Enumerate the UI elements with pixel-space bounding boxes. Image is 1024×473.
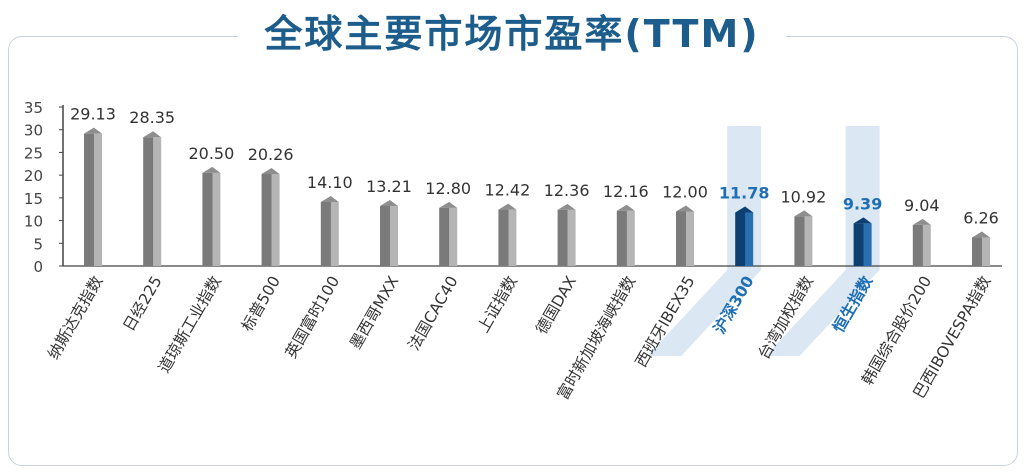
category-label: 英国富时100 (282, 273, 343, 361)
bar-cap (261, 167, 280, 174)
title-area: 全球主要市场市盈率(TTM) (0, 0, 1024, 62)
bar-value-label: 10.92 (780, 187, 826, 206)
bar (498, 209, 517, 266)
bar-value-label: 14.10 (307, 173, 353, 192)
bar-cap (143, 131, 162, 138)
bar-cap (794, 210, 813, 217)
y-tick-label: 0 (33, 258, 43, 276)
y-tick-label: 25 (24, 144, 43, 162)
bar (557, 209, 576, 266)
bar (676, 211, 694, 266)
category-label: 德国DAX (533, 273, 581, 338)
highlight-label-band (647, 270, 762, 356)
bar (616, 210, 635, 266)
bar-cap (853, 217, 872, 224)
bar-cap (320, 195, 339, 202)
bar-value-label: 12.36 (544, 181, 590, 200)
bar-cap (972, 231, 990, 238)
bar-value-label: 13.21 (366, 177, 412, 196)
bar (84, 133, 102, 266)
bar-cap (735, 206, 754, 213)
bar-cap (912, 218, 931, 225)
bar-cap (439, 201, 458, 208)
bar-value-label: 9.04 (904, 196, 940, 215)
y-tick-label: 10 (24, 213, 43, 231)
bar-cap (380, 199, 398, 206)
bar (320, 201, 339, 266)
category-label: 法国CAC40 (405, 273, 462, 354)
bar-cap (202, 166, 221, 173)
category-label: 纳斯达克指数 (44, 273, 106, 363)
bar-cap (557, 203, 576, 210)
bar (439, 207, 458, 266)
bar (380, 205, 398, 266)
bar (794, 216, 813, 266)
bar-value-label: 12.42 (484, 181, 530, 200)
bar (261, 173, 280, 266)
bar-value-label: 9.39 (843, 194, 882, 213)
category-label: 上证指数 (474, 273, 521, 336)
category-label: 道琼斯工业指数 (155, 273, 225, 376)
category-label: 标普500 (238, 273, 284, 334)
bar-value-label: 20.50 (188, 144, 234, 163)
bar-value-label: 12.80 (425, 179, 471, 198)
bar-cap (676, 205, 694, 212)
bar-value-label: 28.35 (129, 108, 175, 127)
bar-cap (84, 127, 102, 134)
bar-cap (498, 203, 517, 210)
bar-cap (616, 204, 635, 211)
bar (972, 237, 990, 266)
bar (202, 172, 221, 266)
y-tick-label: 15 (24, 190, 43, 208)
bar-value-label: 6.26 (963, 209, 999, 228)
y-tick-label: 20 (24, 167, 43, 185)
highlight-label-band (765, 270, 880, 356)
y-tick-label: 35 (24, 99, 43, 117)
y-tick-label: 30 (24, 122, 43, 140)
bar (912, 224, 931, 266)
bar (853, 223, 872, 266)
category-label: 日经225 (120, 273, 166, 334)
bar-value-label: 20.26 (248, 145, 294, 164)
bar-value-label: 29.13 (70, 105, 116, 124)
bar-value-label: 12.16 (603, 182, 649, 201)
category-label: 墨西哥MXX (346, 273, 402, 353)
y-tick-label: 5 (33, 235, 43, 253)
bar-value-label: 12.00 (662, 182, 708, 201)
chart-title: 全球主要市场市盈率(TTM) (238, 4, 786, 62)
bar (735, 212, 754, 266)
bar-value-label: 11.78 (719, 183, 770, 202)
bar (143, 137, 162, 266)
